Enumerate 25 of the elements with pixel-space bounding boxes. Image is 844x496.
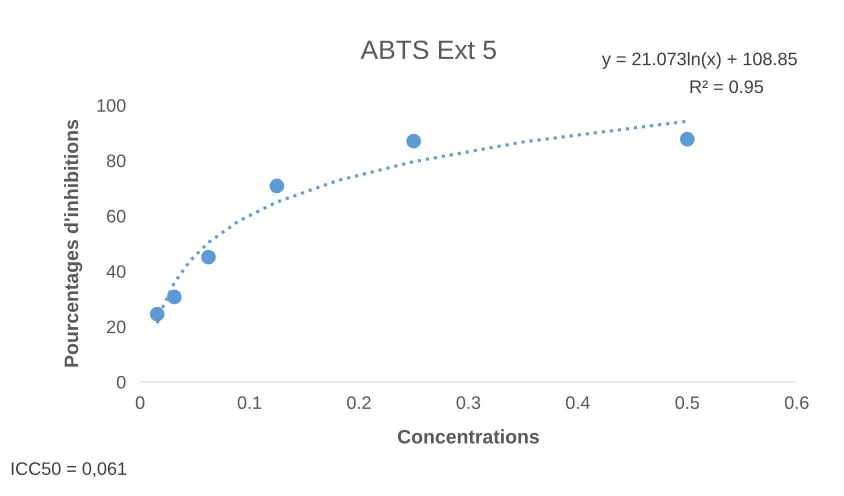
y-tick-label: 100 [97, 99, 126, 112]
x-tick-label: 0.2 [347, 396, 371, 410]
y-axis-title: Pourcentages d'inhibitions [64, 120, 82, 367]
x-tick-label: 0 [136, 396, 144, 410]
point [270, 178, 284, 194]
point [167, 290, 182, 304]
text: R² = 0.95 [690, 80, 764, 94]
x-axis-title: Concentrations [398, 429, 539, 444]
x-tick-label: 0.4 [566, 396, 590, 410]
x-tick-label: 0.5 [675, 396, 700, 410]
y-tick-label: 40 [106, 265, 126, 278]
y-tick-label: 60 [107, 210, 126, 223]
x-tick-label: 0.1 [238, 396, 262, 410]
point [406, 134, 421, 148]
x-tick-label: 0.3 [456, 396, 480, 410]
text: ICC50 = 0,061 [12, 462, 126, 478]
chart-title: ABTS Ext 5 [360, 40, 496, 60]
point [201, 250, 216, 264]
point [150, 306, 164, 322]
text: y = 21.073ln(x) + 108.85 [602, 52, 797, 69]
y-tick-label: 20 [107, 320, 126, 334]
y-tick-label: 80 [106, 154, 126, 168]
x-tick-label: 0.6 [784, 396, 808, 410]
y-tick-label: 0 [116, 376, 126, 389]
point [680, 132, 695, 146]
